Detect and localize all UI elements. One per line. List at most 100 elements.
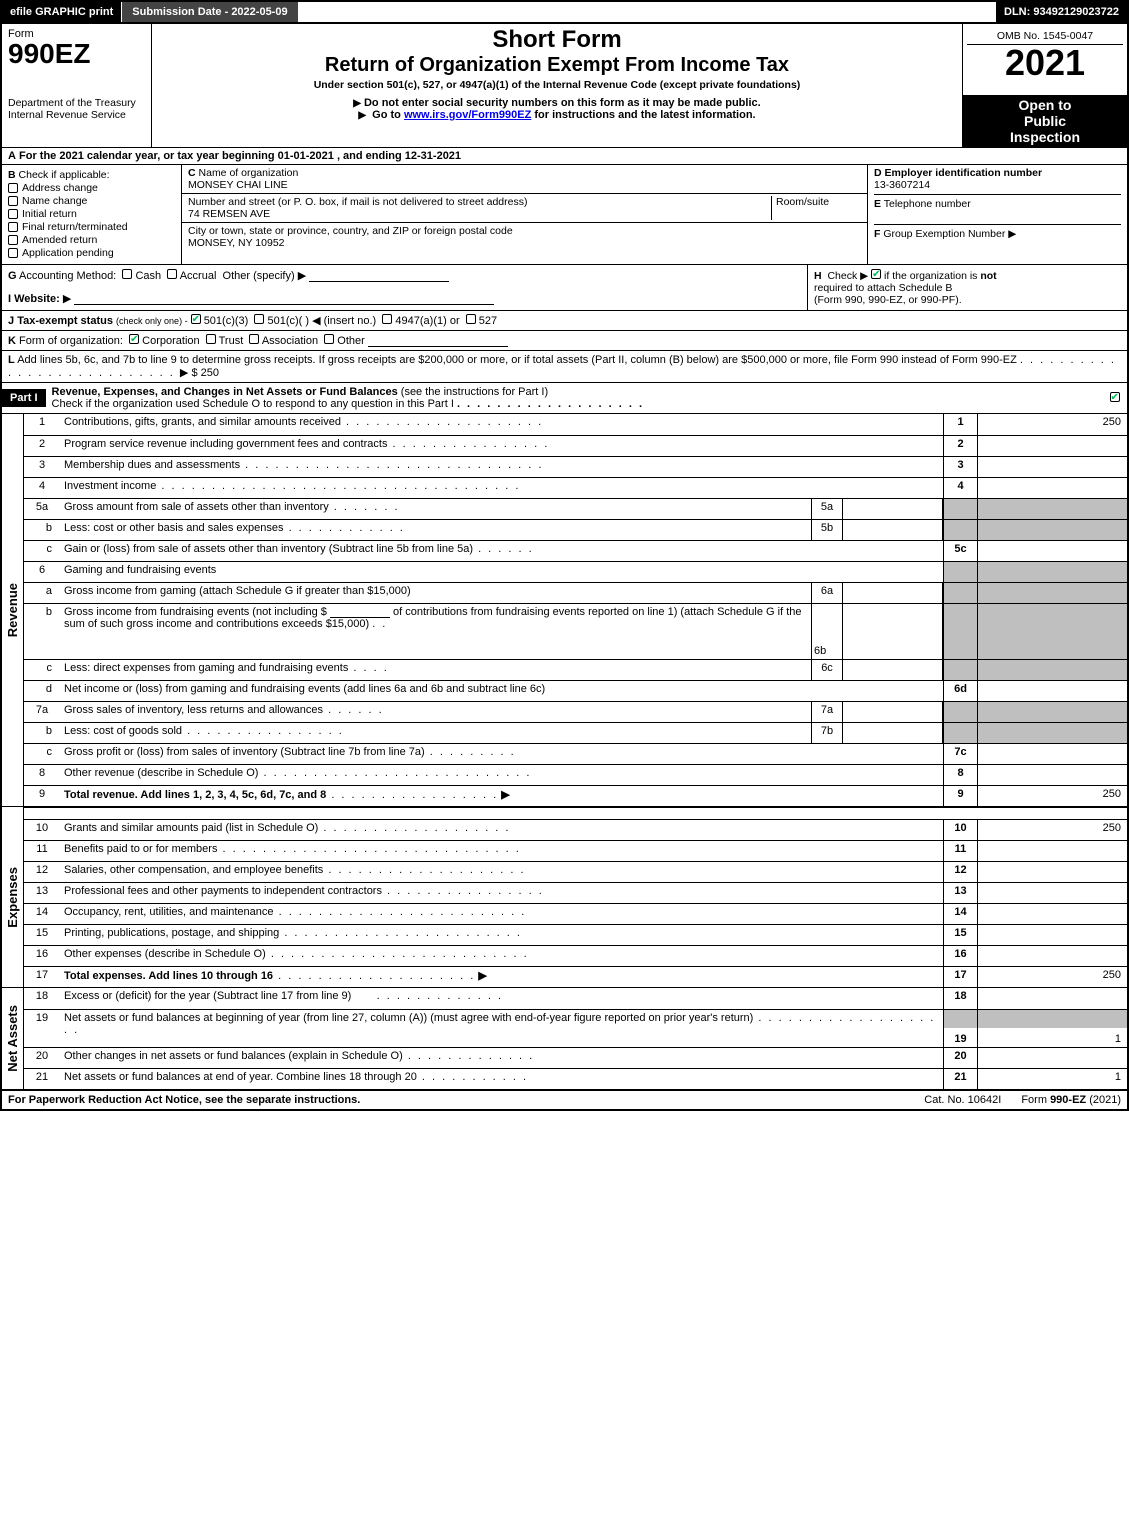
line-desc: Less: direct expenses from gaming and fu… xyxy=(60,660,811,680)
open-inspection: Open to Public Inspection xyxy=(962,95,1127,147)
dots: . . . . . . . . . . . . . . . . xyxy=(387,438,549,450)
line-desc: Net income or (loss) from gaming and fun… xyxy=(60,681,943,701)
line-desc: Less: cost of goods sold . . . . . . . .… xyxy=(60,723,811,743)
line-right-num: 15 xyxy=(943,925,977,945)
header-left: Form 990EZ xyxy=(2,24,152,95)
line-4: 4 Investment income . . . . . . . . . . … xyxy=(24,477,1127,498)
cb-501c[interactable] xyxy=(254,314,264,324)
line-num: c xyxy=(24,541,60,561)
cb-accrual[interactable] xyxy=(167,269,177,279)
line-right-val xyxy=(977,841,1127,861)
line-12: 12 Salaries, other compensation, and emp… xyxy=(24,861,1127,882)
section-g-i: G Accounting Method: Cash Accrual Other … xyxy=(2,265,807,310)
section-b: B Check if applicable: Address change Na… xyxy=(2,165,182,264)
line-right-num: 9 xyxy=(943,786,977,806)
line-5c: c Gain or (loss) from sale of assets oth… xyxy=(24,540,1127,561)
line-right-num-wrap: 19 xyxy=(943,1010,977,1047)
cb-initial-return[interactable]: Initial return xyxy=(8,208,175,220)
cb-trust[interactable] xyxy=(206,334,216,344)
dots: . . . . . . . . . . . . . . . . . . . xyxy=(457,398,644,410)
line-desc: Net assets or fund balances at end of ye… xyxy=(60,1069,943,1089)
other-input[interactable] xyxy=(309,270,449,282)
line-8: 8 Other revenue (describe in Schedule O)… xyxy=(24,764,1127,785)
shaded-cell xyxy=(977,723,1127,743)
sub-val xyxy=(843,499,943,519)
street-value: 74 REMSEN AVE xyxy=(188,208,270,220)
line-right-val: 250 xyxy=(977,820,1127,840)
desc-text-1: Gross income from fundraising events (no… xyxy=(64,606,327,618)
checkbox-icon xyxy=(8,209,18,219)
line-right-num: 20 xyxy=(943,1048,977,1068)
h-text5: (Form 990, 990-EZ, or 990-PF). xyxy=(814,294,962,306)
irs-link[interactable]: www.irs.gov/Form990EZ xyxy=(404,109,531,121)
line-num: b xyxy=(24,723,60,743)
line-right-val xyxy=(977,457,1127,477)
cb-final-return[interactable]: Final return/terminated xyxy=(8,221,175,233)
line-18: 18 Excess or (deficit) for the year (Sub… xyxy=(24,988,1127,1009)
cb-501c3[interactable] xyxy=(191,314,201,324)
line-desc: Investment income . . . . . . . . . . . … xyxy=(60,478,943,498)
line-num: 16 xyxy=(24,946,60,966)
section-k: K Form of organization: Corporation Trus… xyxy=(2,330,1127,350)
contrib-input[interactable] xyxy=(330,606,390,618)
shaded-cell xyxy=(977,702,1127,722)
footer-row: For Paperwork Reduction Act Notice, see … xyxy=(2,1089,1127,1109)
line-right-num: 19 xyxy=(944,1033,977,1045)
shaded-cell xyxy=(977,499,1127,519)
cb-other[interactable] xyxy=(324,334,334,344)
dots: . . . . . . . . . xyxy=(425,746,516,758)
cb-527[interactable] xyxy=(466,314,476,324)
org-name: MONSEY CHAI LINE xyxy=(188,179,288,191)
desc-text: Gross sales of inventory, less returns a… xyxy=(64,704,323,716)
opt-corp: Corporation xyxy=(142,335,199,347)
line-right-num: 1 xyxy=(943,414,977,435)
line-num: 19 xyxy=(24,1010,60,1047)
section-i: I Website: ▶ xyxy=(8,292,801,305)
checkbox-icon xyxy=(8,196,18,206)
cb-schedule-o[interactable] xyxy=(1110,392,1120,402)
cb-label: Final return/terminated xyxy=(22,221,128,233)
city-cell: City or town, state or province, country… xyxy=(182,223,867,251)
cb-4947[interactable] xyxy=(382,314,392,324)
shaded-cell xyxy=(977,583,1127,603)
dots: . . . . . . . . . . . . . . . . . . . . … xyxy=(266,948,529,960)
section-l-label: L xyxy=(8,354,15,366)
section-h: H Check ▶ if the organization is not req… xyxy=(807,265,1127,310)
cb-cash[interactable] xyxy=(122,269,132,279)
part-1-title: Revenue, Expenses, and Changes in Net As… xyxy=(46,383,1102,413)
desc-text: Membership dues and assessments xyxy=(64,459,240,471)
line-14: 14 Occupancy, rent, utilities, and maint… xyxy=(24,903,1127,924)
dots: . . . . . . . . . . . . xyxy=(284,522,405,534)
line-num: 2 xyxy=(24,436,60,456)
shaded-cell xyxy=(943,660,977,680)
dots: . . . . . . . . . . . . . . . . . . . . … xyxy=(274,906,527,918)
line-right-num: 11 xyxy=(943,841,977,861)
cb-association[interactable] xyxy=(249,334,259,344)
cb-address-change[interactable]: Address change xyxy=(8,182,175,194)
section-a: A For the 2021 calendar year, or tax yea… xyxy=(2,147,1127,164)
section-g: G Accounting Method: Cash Accrual Other … xyxy=(8,269,801,282)
line-num: d xyxy=(24,681,60,701)
cb-amended-return[interactable]: Amended return xyxy=(8,234,175,246)
check-if-applicable: Check if applicable: xyxy=(19,169,110,181)
line-right-val xyxy=(977,862,1127,882)
h-text4: required to attach Schedule B xyxy=(814,282,952,294)
cb-corporation[interactable] xyxy=(129,334,139,344)
shaded-cell xyxy=(943,604,977,659)
part-title-suffix: (see the instructions for Part I) xyxy=(401,386,548,398)
cb-app-pending[interactable]: Application pending xyxy=(8,247,175,259)
line-num: 9 xyxy=(24,786,60,806)
cb-schedule-b[interactable] xyxy=(871,269,881,279)
line-desc: Printing, publications, postage, and shi… xyxy=(60,925,943,945)
line-desc: Membership dues and assessments . . . . … xyxy=(60,457,943,477)
line-20: 20 Other changes in net assets or fund b… xyxy=(24,1047,1127,1068)
line-6a: a Gross income from gaming (attach Sched… xyxy=(24,582,1127,603)
line-7a: 7a Gross sales of inventory, less return… xyxy=(24,701,1127,722)
paperwork-notice: For Paperwork Reduction Act Notice, see … xyxy=(8,1094,904,1106)
cb-name-change[interactable]: Name change xyxy=(8,195,175,207)
website-input[interactable] xyxy=(74,293,494,305)
dots: . . . . . . . . . . . . . . . . . xyxy=(326,789,498,801)
other-org-input[interactable] xyxy=(368,335,508,347)
section-j: J Tax-exempt status (check only one) - 5… xyxy=(2,310,1127,330)
part-check-line: Check if the organization used Schedule … xyxy=(52,398,454,410)
